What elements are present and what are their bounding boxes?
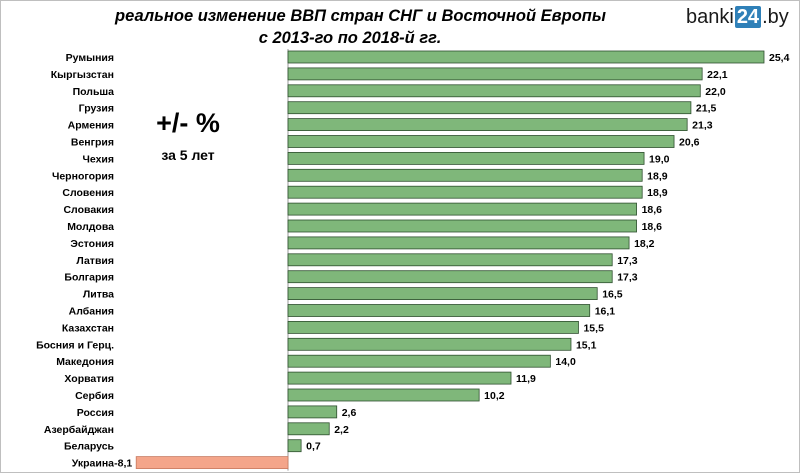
value-label-12: 18,2	[634, 238, 655, 250]
value-label-8: 18,9	[647, 170, 668, 182]
chart-title-line1: реальное изменение ВВП стран СНГ и Восто…	[115, 7, 606, 25]
bar-23	[287, 422, 330, 436]
bar-6	[287, 135, 675, 148]
value-label-22: 2,6	[342, 407, 357, 419]
category-label-2: Кыргызстан	[51, 69, 114, 81]
category-label-22: Россия	[77, 407, 114, 419]
bar-5	[287, 118, 688, 131]
bar-14	[287, 270, 613, 284]
category-label-21: Сербия	[75, 390, 114, 402]
value-label-7: 19,0	[649, 153, 670, 165]
category-label-3: Польша	[73, 86, 115, 98]
bar-7	[287, 151, 645, 165]
unit-period-label: за 5 лет	[161, 147, 215, 163]
value-label-23: 2,2	[334, 424, 349, 436]
bar-17	[287, 320, 579, 334]
category-label-16: Албания	[69, 306, 114, 318]
logo-text-left: banki	[686, 5, 734, 28]
category-label-1: Румыния	[66, 52, 114, 64]
value-label-17: 15,5	[583, 322, 604, 334]
chart-title-line2: с 2013-го по 2018-й гг.	[258, 29, 442, 47]
category-label-10: Словакия	[63, 204, 114, 216]
category-label-12: Эстония	[70, 238, 114, 250]
bar-20	[287, 371, 512, 385]
category-label-15: Литва	[83, 289, 114, 301]
category-label-4: Грузия	[79, 103, 114, 115]
banki24-logo: banki 24 .by	[686, 4, 789, 30]
bar-10	[287, 202, 637, 216]
bar-4	[287, 101, 692, 115]
bar-13	[287, 253, 613, 267]
bar-24	[287, 439, 302, 453]
value-label-5: 21,3	[692, 120, 713, 132]
unit-label: +/- %	[156, 108, 220, 138]
bar-19	[287, 354, 551, 368]
category-label-7: Чехия	[83, 153, 115, 165]
value-label-6: 20,6	[679, 137, 700, 149]
bar-15	[287, 287, 598, 301]
value-label-19: 14,0	[555, 356, 576, 368]
value-label-14: 17,3	[617, 272, 638, 284]
value-label-24: 0,7	[306, 441, 321, 453]
category-label-5: Армения	[68, 120, 114, 132]
bar-16	[287, 304, 591, 317]
category-label-14: Болгария	[64, 272, 114, 284]
value-label-25: -8,1	[114, 458, 132, 470]
logo-badge: 24	[734, 6, 762, 28]
category-label-23: Азербайджан	[44, 424, 114, 436]
category-label-13: Латвия	[76, 255, 114, 267]
logo-text-right: .by	[762, 5, 789, 28]
bar-25	[135, 456, 289, 470]
value-label-16: 16,1	[595, 306, 616, 318]
category-label-24: Беларусь	[64, 441, 115, 453]
bar-12	[287, 236, 630, 250]
value-label-4: 21,5	[696, 103, 717, 115]
bar-1	[287, 50, 765, 64]
category-label-11: Молдова	[67, 221, 114, 233]
bar-22	[287, 405, 338, 419]
value-label-9: 18,9	[647, 187, 668, 199]
category-label-9: Словения	[62, 187, 114, 199]
value-label-2: 22,1	[707, 69, 728, 81]
category-label-25: Украина	[72, 458, 114, 470]
category-label-17: Казахстан	[62, 322, 114, 334]
category-label-20: Хорватия	[64, 373, 114, 385]
bar-18	[287, 337, 572, 351]
value-label-13: 17,3	[617, 255, 638, 267]
bar-3	[287, 84, 701, 98]
value-label-18: 15,1	[576, 339, 597, 351]
value-label-15: 16,5	[602, 289, 623, 301]
bar-2	[287, 67, 703, 81]
chart-title: реальное изменение ВВП стран СНГ и Восто…	[115, 5, 606, 49]
category-label-18: Босния и Герц.	[36, 339, 114, 351]
category-label-6: Венгрия	[71, 137, 114, 149]
bar-21	[287, 388, 480, 402]
value-label-20: 11,9	[516, 373, 536, 385]
bar-11	[287, 219, 637, 233]
value-label-21: 10,2	[484, 390, 505, 402]
category-label-19: Македония	[56, 356, 114, 368]
value-label-11: 18,6	[642, 221, 663, 233]
value-label-10: 18,6	[642, 204, 663, 216]
category-label-8: Черногория	[52, 170, 114, 182]
bar-9	[287, 185, 643, 199]
value-label-1: 25,4	[769, 52, 790, 64]
value-label-3: 22,0	[705, 86, 726, 98]
bar-8	[287, 168, 643, 182]
